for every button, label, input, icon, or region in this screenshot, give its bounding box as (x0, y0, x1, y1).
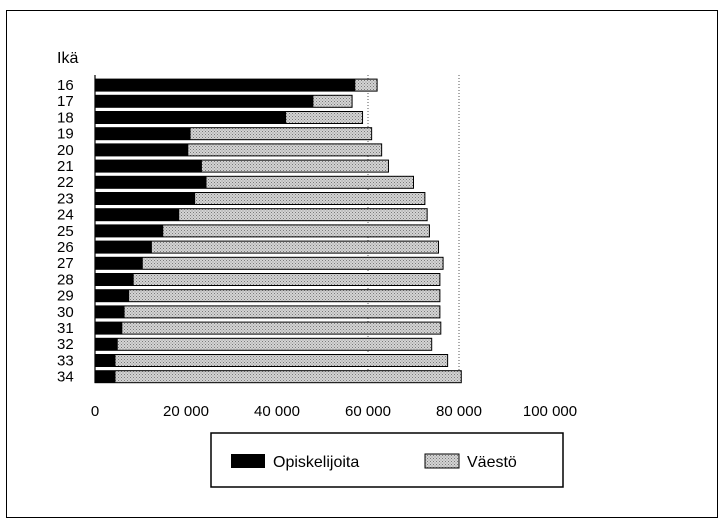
x-tick-label: 20 000 (163, 403, 209, 420)
category-label: 31 (57, 320, 74, 337)
legend-swatch-opiskelijoita (231, 454, 265, 468)
x-tick-label: 40 000 (254, 403, 300, 420)
category-label: 16 (57, 77, 74, 94)
bar-opiskelijoita (95, 289, 130, 302)
y-axis-title: Ikä (57, 50, 78, 67)
category-label: 25 (57, 223, 74, 240)
bar-opiskelijoita (95, 143, 189, 156)
category-label: 32 (57, 336, 74, 353)
x-tick-label: 0 (91, 403, 99, 420)
student-bars (95, 79, 356, 383)
category-label: 23 (57, 190, 74, 207)
category-label: 22 (57, 174, 74, 191)
category-label: 28 (57, 271, 74, 288)
category-label: 20 (57, 142, 74, 159)
x-tick-label: 100 000 (523, 403, 577, 420)
bar-vaesto (94, 305, 441, 319)
category-label: 26 (57, 239, 74, 256)
category-label: 33 (57, 352, 74, 369)
bar-opiskelijoita (95, 111, 287, 124)
bar-vaesto (94, 337, 433, 351)
category-label: 29 (57, 288, 74, 305)
bar-opiskelijoita (95, 273, 134, 286)
bar-vaesto (94, 354, 449, 367)
bar-opiskelijoita (95, 160, 202, 173)
bar-opiskelijoita (95, 176, 207, 189)
x-tick-label: 80 000 (436, 403, 482, 420)
bar-opiskelijoita (95, 241, 152, 254)
bar-opiskelijoita (95, 95, 314, 108)
category-label: 24 (57, 207, 74, 224)
legend-label-vaesto: Väestö (467, 454, 517, 471)
bar-vaesto (94, 256, 444, 270)
bar-opiskelijoita (95, 208, 180, 221)
x-tick-labels: 0 20 000 40 000 60 000 80 000 100 000 (91, 403, 577, 420)
bar-opiskelijoita (95, 79, 356, 92)
legend-box (210, 432, 564, 488)
chart-frame: Ikä 16 17 18 19 20 21 22 23 24 25 26 27 28 29 30 31 32 33… (6, 10, 718, 518)
bar-vaesto (94, 289, 441, 303)
category-label: 27 (57, 255, 74, 272)
bar-opiskelijoita (95, 322, 123, 335)
bar-vaesto (94, 273, 441, 286)
bar-opiskelijoita (95, 354, 116, 367)
x-tick-label: 60 000 (345, 403, 391, 420)
bar-opiskelijoita (95, 370, 116, 383)
chart-svg: Ikä 161718192021222324252627282930313233… (57, 50, 577, 488)
bar-vaesto (94, 321, 442, 335)
category-label: 19 (57, 126, 74, 143)
category-label: 18 (57, 109, 74, 126)
bar-opiskelijoita (95, 224, 164, 237)
bar-opiskelijoita (95, 257, 143, 270)
category-label: 17 (57, 93, 74, 110)
bar-opiskelijoita (95, 338, 118, 351)
bar-opiskelijoita (95, 127, 191, 140)
legend-swatch-vaesto (424, 453, 460, 469)
category-label: 30 (57, 304, 74, 321)
bar-opiskelijoita (95, 192, 196, 205)
legend-label-opiskelijoita: Opiskelijoita (273, 454, 359, 471)
category-label: 21 (57, 158, 74, 175)
bar-opiskelijoita (95, 305, 125, 318)
legend: Opiskelijoita Väestö (210, 432, 564, 488)
category-label: 34 (57, 369, 74, 386)
bar-vaesto (94, 370, 462, 384)
